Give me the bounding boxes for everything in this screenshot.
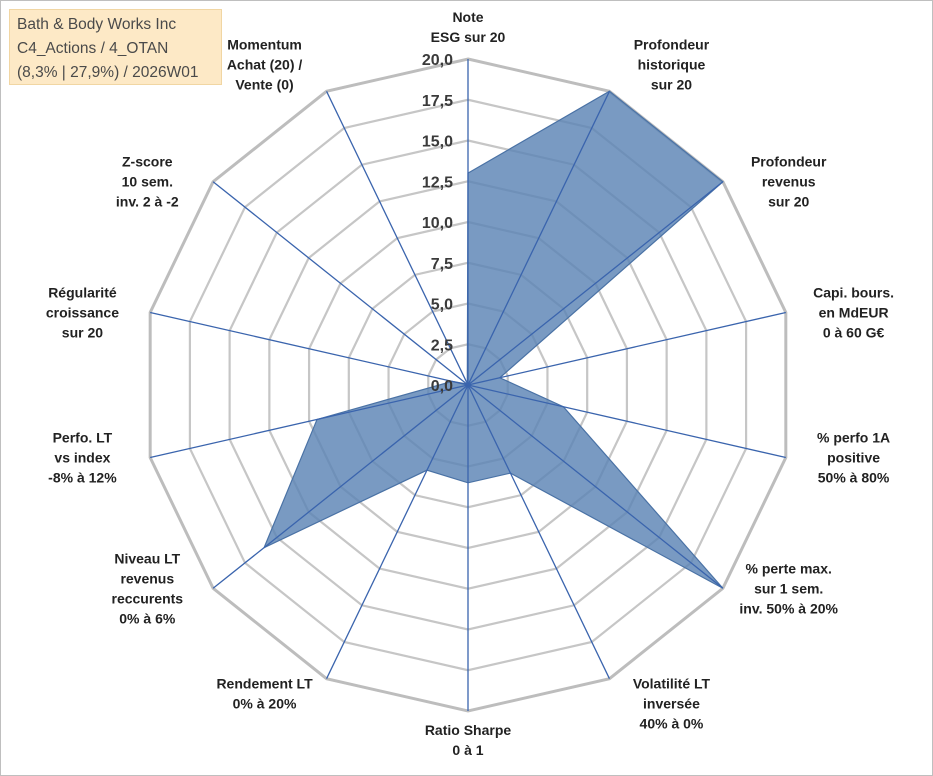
axis-spoke [212, 181, 469, 386]
axis-spoke [212, 384, 469, 589]
radial-tick-labels: 0,0 2,5 5,0 7,5 10,0 12,5 15,0 17,5 20,0 [422, 52, 453, 395]
axis-label: Z-score 10 sem. inv. 2 à -2 [116, 154, 179, 210]
info-box: Bath & Body Works Inc C4_Actions / 4_OTA… [9, 9, 222, 85]
portfolio-category: C4_Actions / 4_OTAN [17, 40, 169, 57]
series-area [262, 90, 724, 589]
radar-series [262, 90, 724, 589]
axis-spoke [467, 384, 611, 679]
axis-label: Niveau LT revenus reccurents 0% à 6% [112, 550, 184, 626]
axis-label: Ratio Sharpe 0 à 1 [425, 722, 512, 758]
axis-spoke [467, 384, 786, 459]
axis-spoke [150, 311, 469, 386]
axis-spoke [325, 384, 469, 679]
axis-label: Capi. bours. en MdEUR 0 à 60 G€ [813, 284, 894, 340]
tick-label: 12,5 [422, 174, 453, 191]
axis-spoke [467, 384, 724, 589]
axis-spoke [325, 91, 469, 386]
axis-spoke [467, 181, 724, 386]
tick-label: 17,5 [422, 93, 453, 110]
axis-label: Perfo. LT vs index -8% à 12% [48, 430, 117, 486]
axis-label: Rendement LT 0% à 20% [216, 676, 313, 712]
tick-label: 7,5 [431, 256, 453, 273]
performance-period: (8,3% | 27,9%) / 2026W01 [17, 64, 199, 81]
tick-label: 20,0 [422, 52, 453, 69]
radar-axis-labels: Note ESG sur 20 Profondeur historique sur 20… [46, 9, 894, 758]
axis-label: % perfo 1A positive 50% à 80% [817, 430, 890, 486]
tick-label: 15,0 [422, 134, 453, 151]
tick-label: 0,0 [431, 378, 453, 395]
tick-label: 5,0 [431, 297, 453, 314]
axis-label: % perte max. sur 1 sem. inv. 50% à 20% [739, 560, 838, 616]
radar-spokes [150, 59, 786, 711]
axis-spoke [467, 311, 786, 386]
company-name: Bath & Body Works Inc [17, 16, 177, 33]
axis-spoke [150, 384, 469, 459]
axis-label: Note ESG sur 20 [431, 9, 506, 45]
axis-label: Régularité croissance sur 20 [46, 284, 119, 340]
axis-label: Profondeur revenus sur 20 [751, 154, 827, 210]
axis-spoke [467, 91, 611, 386]
axis-label: Momentum Achat (20) / Vente (0) [227, 36, 303, 92]
axis-label: Profondeur historique sur 20 [634, 36, 710, 92]
axis-label: Volatilité LT inversée 40% à 0% [633, 676, 711, 732]
tick-label: 2,5 [431, 337, 453, 354]
tick-label: 10,0 [422, 215, 453, 232]
